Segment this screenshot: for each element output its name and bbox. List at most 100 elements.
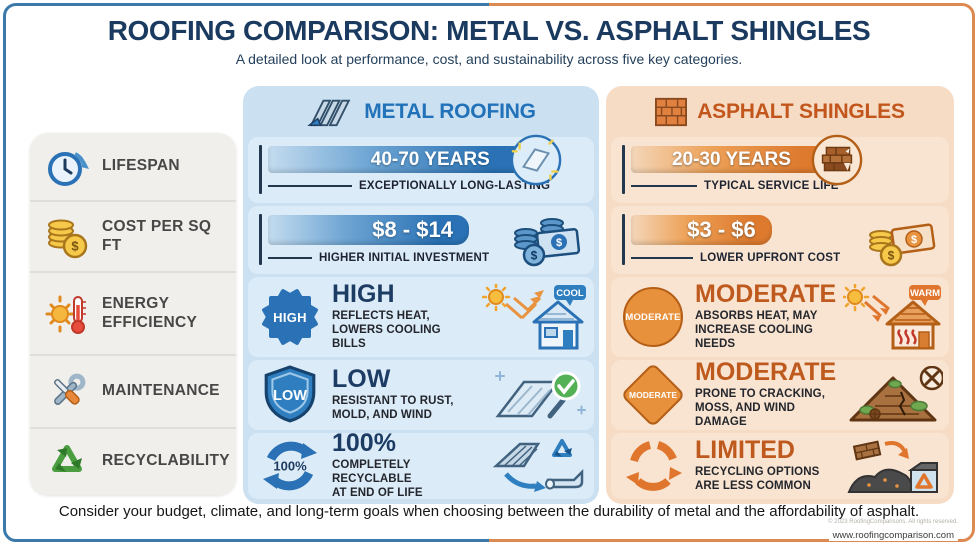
header: ROOFING COMPARISON: METAL VS. ASPHALT SH… <box>0 0 978 67</box>
metal-cost-note-row: HIGHER INITIAL INVESTMENT <box>268 252 582 264</box>
moderate-diamond-badge: MODERATE <box>620 362 686 428</box>
asphalt-column: ASPHALT SHINGLES 20-30 YEARS <box>606 86 954 504</box>
copyright-text: © 2023 RoofingComparisons. All rights re… <box>828 519 958 525</box>
metal-column: METAL ROOFING 40-70 YEARS <box>243 86 599 504</box>
note-line <box>631 184 697 188</box>
clock-icon <box>48 151 89 186</box>
svg-text:$: $ <box>888 249 895 263</box>
axis-line <box>622 214 625 265</box>
asphalt-column-header: ASPHALT SHINGLES <box>611 90 949 134</box>
coins-icon: $ <box>48 219 88 258</box>
note-line <box>631 256 693 260</box>
axis-line <box>259 145 262 194</box>
category-recyclability: RECYCLABILITY <box>30 427 236 493</box>
svg-text:$: $ <box>71 238 79 253</box>
note-line <box>268 184 352 188</box>
asphalt-cost-cell: $3 - $6 LOWER UPFRONT COST $ $ <box>611 206 949 274</box>
warm-bubble-label: WARM <box>910 288 940 299</box>
asphalt-cost-bar: $3 - $6 <box>631 215 772 245</box>
metal-energy-icon-zone: COOL <box>482 284 588 350</box>
metal-lifespan-note-row: EXCEPTIONALLY LONG-LASTING <box>268 180 582 192</box>
asphalt-maintenance-text: MODERATE PRONE TO CRACKING, MOSS, AND WI… <box>695 360 836 429</box>
brick-icon <box>655 97 688 127</box>
badge-label: LOW <box>273 388 307 404</box>
badge-label: MODERATE <box>628 390 678 401</box>
fineprint: © 2023 RoofingComparisons. All rights re… <box>828 519 958 543</box>
category-panel: LIFESPAN $ COST PER SQ FT <box>30 133 236 495</box>
asphalt-recyclability-sub: RECYCLING OPTIONS ARE LESS COMMON <box>695 466 820 492</box>
asphalt-energy-badge-zone: MODERATE <box>620 287 686 347</box>
metal-maintenance-badge-zone: LOW <box>257 365 323 425</box>
metal-cost-cell: $8 - $14 HIGHER INITIAL INVESTMENT $ <box>248 206 594 274</box>
warm-house-icon: WARM <box>843 284 941 350</box>
asphalt-maintenance-cell: MODERATE MODERATE PRONE TO CRACKING, MOS… <box>611 360 949 430</box>
metal-column-header: METAL ROOFING <box>248 90 594 134</box>
metal-energy-cell: HIGH HIGH REFLECTS HEAT, LOWERS COOLING … <box>248 277 594 357</box>
category-label: MAINTENANCE <box>102 382 220 400</box>
badge-label: 100% <box>273 459 307 474</box>
asphalt-cost-value: $3 - $6 <box>687 217 756 242</box>
limited-recycle-badge <box>626 441 682 491</box>
page-subtitle: A detailed look at performance, cost, an… <box>235 51 743 67</box>
cool-house-icon: COOL <box>482 284 586 350</box>
comparison-board: LIFESPAN $ COST PER SQ FT <box>30 86 954 504</box>
asphalt-lifespan-bar: 20-30 YEARS <box>631 146 833 173</box>
svg-text:$: $ <box>911 234 917 246</box>
axis-line <box>259 214 262 265</box>
page-title: ROOFING COMPARISON: METAL VS. ASPHALT SH… <box>107 15 871 46</box>
category-label: LIFESPAN <box>102 157 180 175</box>
money-orange-icon: $ $ <box>869 223 936 267</box>
asphalt-recyclability-text: LIMITED RECYCLING OPTIONS ARE LESS COMMO… <box>695 438 838 494</box>
metal-maintenance-sub: RESISTANT TO RUST, MOLD, AND WIND <box>332 395 454 421</box>
high-burst-badge: HIGH <box>261 288 319 346</box>
sun-thermometer-icon <box>45 295 86 334</box>
metal-energy-badge-zone: HIGH <box>257 288 323 346</box>
asphalt-maintenance-icon-zone <box>845 366 943 424</box>
axis-line <box>622 145 625 194</box>
metal-column-title: METAL ROOFING <box>364 100 536 123</box>
metal-lifespan-cell: 40-70 YEARS EXCEPTIONALLY LONG-LASTING <box>248 134 594 203</box>
cool-bubble-label: COOL <box>556 288 584 299</box>
asphalt-recyclability-icon-zone <box>847 438 943 494</box>
svg-text:$: $ <box>556 237 562 249</box>
metal-maintenance-heading: LOW <box>332 365 391 394</box>
asphalt-lifespan-value: 20-30 YEARS <box>671 148 791 170</box>
tools-icon <box>53 373 86 405</box>
metal-maintenance-cell: LOW LOW RESISTANT TO RUST, MOLD, AND WIN… <box>248 360 594 430</box>
worn-shingle-icon <box>811 134 863 185</box>
footer-tip: Consider your budget, climate, and long-… <box>58 503 920 520</box>
metal-maintenance-text: LOW RESISTANT TO RUST, MOLD, AND WIND <box>332 367 481 423</box>
asphalt-energy-text: MODERATE ABSORBS HEAT, MAY INCREASE COOL… <box>695 280 837 351</box>
money-blue-icon: $ $ <box>514 218 581 267</box>
asphalt-energy-sub: ABSORBS HEAT, MAY INCREASE COOLING NEEDS <box>695 310 818 350</box>
damaged-roof-icon <box>849 366 943 422</box>
metal-sheet-icon <box>510 134 562 185</box>
asphalt-column-title: ASPHALT SHINGLES <box>697 100 905 123</box>
clean-roof-check-icon <box>495 371 586 419</box>
category-label: COST PER SQ FT <box>102 217 212 254</box>
metal-recyclability-sub: COMPLETELY RECYCLABLE AT END OF LIFE <box>332 459 423 499</box>
category-maintenance: MAINTENANCE <box>30 354 236 427</box>
asphalt-energy-heading: MODERATE <box>695 280 837 309</box>
moderate-circle-badge: MODERATE <box>623 287 683 347</box>
metal-energy-text: HIGH REFLECTS HEAT, LOWERS COOLING BILLS <box>332 282 473 351</box>
asphalt-lifespan-cell: 20-30 YEARS <box>611 134 949 203</box>
metal-maintenance-icon-zone <box>490 366 588 424</box>
note-line <box>268 256 312 260</box>
asphalt-maintenance-badge-zone: MODERATE <box>620 362 686 428</box>
metal-energy-heading: HIGH <box>332 280 395 309</box>
asphalt-cost-note-row: LOWER UPFRONT COST <box>631 252 937 264</box>
asphalt-maintenance-heading: MODERATE <box>695 358 837 387</box>
metal-lifespan-bar: 40-70 YEARS <box>268 146 532 173</box>
recycle-100-badge: 100% <box>263 441 317 491</box>
metal-roof-icon <box>307 99 351 127</box>
metal-cost-bar: $8 - $14 <box>268 215 469 245</box>
category-label: RECYCLABILITY <box>102 451 230 469</box>
asphalt-recyclability-badge-zone <box>620 437 686 495</box>
category-lifespan: LIFESPAN <box>30 133 236 200</box>
asphalt-recyclability-heading: LIMITED <box>695 436 795 465</box>
asphalt-energy-cell: MODERATE MODERATE ABSORBS HEAT, MAY INCR… <box>611 277 949 357</box>
roof-to-recycle-icon <box>492 439 584 492</box>
metal-energy-sub: REFLECTS HEAT, LOWERS COOLING BILLS <box>332 310 441 350</box>
